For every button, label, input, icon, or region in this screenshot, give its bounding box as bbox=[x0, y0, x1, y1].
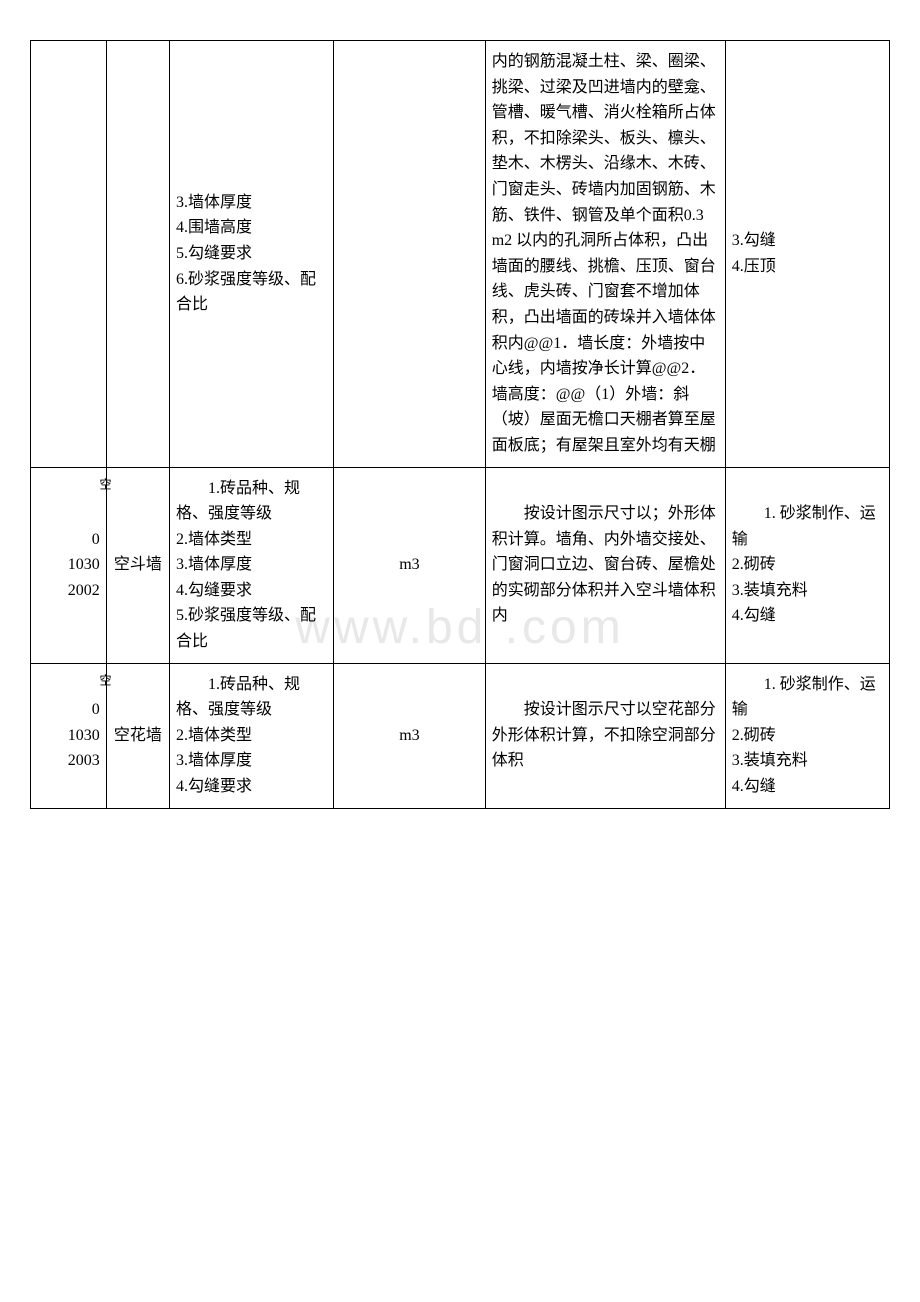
cell-code bbox=[31, 41, 107, 468]
cell-feature: 1.砖品种、规格、强度等级 2.墙体类型 3.墙体厚度 4.勾缝要求 bbox=[169, 663, 333, 808]
table-row: 3.墙体厚度 4.围墙高度 5.勾缝要求 6.砂浆强度等级、配合比 内的钢筋混凝… bbox=[31, 41, 890, 468]
cell-feature: 1.砖品种、规格、强度等级 2.墙体类型 3.墙体厚度 4.勾缝要求 5.砂浆强… bbox=[169, 467, 333, 663]
cell-name bbox=[106, 41, 169, 468]
cell-rule: 按设计图示尺寸以；外形体积计算。墙角、内外墙交接处、门窗洞口立边、窗台砖、屋檐处… bbox=[485, 467, 725, 663]
specification-table: 3.墙体厚度 4.围墙高度 5.勾缝要求 6.砂浆强度等级、配合比 内的钢筋混凝… bbox=[30, 40, 890, 809]
cell-name: 空花墙 bbox=[106, 663, 169, 808]
cell-unit: m3 bbox=[334, 663, 486, 808]
cell-unit: m3 bbox=[334, 467, 486, 663]
cell-content: 1. 砂浆制作、运输 2.砌砖 3.装填充料 4.勾缝 bbox=[725, 663, 889, 808]
cell-content: 3.勾缝 4.压顶 bbox=[725, 41, 889, 468]
table-row: 0 1030 2003 空花墙 1.砖品种、规格、强度等级 2.墙体类型 3.墙… bbox=[31, 663, 890, 808]
cell-rule: 内的钢筋混凝土柱、梁、圈梁、挑梁、过梁及凹进墙内的壁龛、管槽、暖气槽、消火栓箱所… bbox=[485, 41, 725, 468]
cell-rule: 按设计图示尺寸以空花部分外形体积计算，不扣除空洞部分体积 bbox=[485, 663, 725, 808]
cell-unit bbox=[334, 41, 486, 468]
cell-content: 1. 砂浆制作、运输 2.砌砖 3.装填充料 4.勾缝 bbox=[725, 467, 889, 663]
cell-name: 空斗墙 bbox=[106, 467, 169, 663]
table-row: 0 1030 2002 空斗墙 1.砖品种、规格、强度等级 2.墙体类型 3.墙… bbox=[31, 467, 890, 663]
table-body: 3.墙体厚度 4.围墙高度 5.勾缝要求 6.砂浆强度等级、配合比 内的钢筋混凝… bbox=[31, 41, 890, 809]
cell-code: 0 1030 2002 bbox=[31, 467, 107, 663]
cell-feature: 3.墙体厚度 4.围墙高度 5.勾缝要求 6.砂浆强度等级、配合比 bbox=[169, 41, 333, 468]
